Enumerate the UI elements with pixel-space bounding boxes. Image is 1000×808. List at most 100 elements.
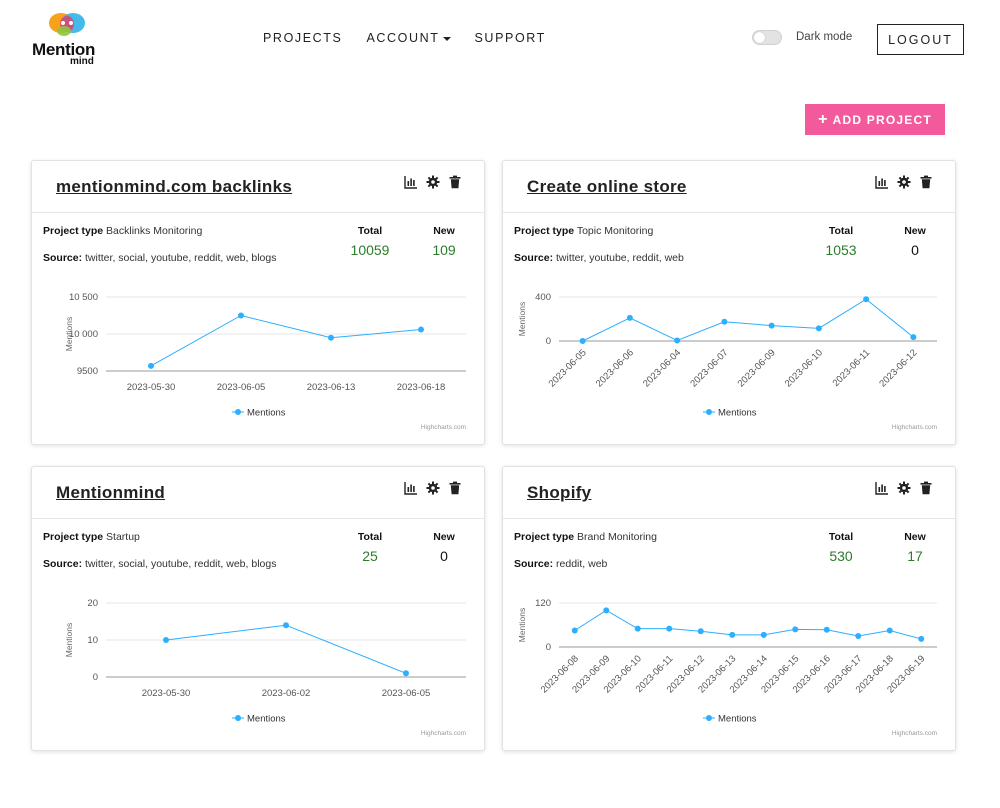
y-axis-title: Mentions: [517, 608, 527, 643]
series-line: [165, 624, 407, 674]
data-point: [863, 296, 870, 303]
mentions-chart: 10 500 10 000 9500 Mentions 2023-05-30 2023-0…: [32, 271, 486, 446]
project-info: Project type Brand Monitoring Source: re…: [514, 531, 657, 585]
delete-trash-icon[interactable]: [919, 481, 933, 495]
y-tick-label: 9500: [77, 366, 98, 377]
x-tick-label: 2023-06-18: [397, 382, 446, 393]
total-stat: Total 25: [348, 531, 392, 564]
card-header: Create online store: [503, 161, 955, 213]
legend-label: Mentions: [247, 714, 286, 725]
card-actions: [875, 175, 933, 189]
project-title-link[interactable]: mentionmind.com backlinks: [56, 177, 293, 196]
statistics-icon[interactable]: [875, 175, 889, 189]
logo-bubbles-icon: [49, 13, 85, 36]
settings-gear-icon[interactable]: [897, 481, 911, 495]
x-tick-label: 2023-06-04: [641, 347, 683, 389]
project-type-row: Project type Brand Monitoring: [514, 531, 657, 545]
nav-support[interactable]: SUPPORT: [474, 31, 546, 45]
brand-sub: mind: [70, 56, 94, 67]
card-actions: [875, 481, 933, 495]
new-value: 109: [432, 242, 456, 258]
total-value: 10059: [350, 242, 390, 258]
data-point: [760, 631, 767, 638]
statistics-icon[interactable]: [875, 481, 889, 495]
chart-credit: Highcharts.com: [892, 424, 937, 431]
project-title-link[interactable]: Create online store: [527, 177, 687, 196]
source-label: Source:: [514, 558, 554, 570]
card-header: mentionmind.com backlinks: [32, 161, 484, 213]
source-label: Source:: [43, 252, 83, 264]
project-type-value: Brand Monitoring: [577, 531, 657, 543]
settings-gear-icon[interactable]: [897, 175, 911, 189]
project-type-value: Topic Monitoring: [576, 225, 654, 237]
new-value: 0: [911, 242, 919, 258]
data-point: [634, 625, 641, 632]
total-stat: Total 10059: [348, 225, 392, 258]
legend-label: Mentions: [718, 714, 757, 725]
data-point: [579, 338, 586, 344]
project-type-value: Startup: [106, 531, 140, 543]
nav-account-label: ACCOUNT: [366, 31, 440, 45]
delete-trash-icon[interactable]: [448, 175, 462, 189]
project-title-link[interactable]: Shopify: [527, 483, 592, 502]
statistics-icon[interactable]: [404, 175, 418, 189]
card-actions: [404, 481, 462, 495]
y-tick-label: 10: [87, 635, 98, 646]
total-stat: Total 530: [819, 531, 863, 564]
delete-trash-icon[interactable]: [919, 175, 933, 189]
mentions-chart: 400 0 Mentions 2023-06-05 2023-06-06 2023-06-…: [503, 271, 957, 446]
source-label: Source:: [514, 252, 554, 264]
x-tick-label: 2023-06-07: [688, 347, 730, 389]
total-value: 1053: [825, 242, 857, 258]
nav-account[interactable]: ACCOUNT: [366, 31, 451, 45]
source-value: twitter, social, youtube, reddit, web, b…: [85, 558, 277, 570]
settings-gear-icon[interactable]: [426, 481, 440, 495]
settings-gear-icon[interactable]: [426, 175, 440, 189]
data-point: [792, 626, 799, 633]
caret-down-icon: [442, 36, 451, 41]
new-stat: New 109: [426, 225, 462, 258]
project-type-label: Project type: [514, 225, 575, 237]
y-tick-label: 0: [546, 336, 551, 347]
toggle-knob: [754, 32, 765, 43]
new-stat: New 0: [897, 225, 933, 258]
new-label: New: [433, 225, 455, 237]
y-tick-label: 10 500: [69, 292, 98, 303]
project-info: Project type Startup Source: twitter, so…: [43, 531, 276, 585]
statistics-icon[interactable]: [404, 481, 418, 495]
x-tick-label: 2023-05-30: [127, 382, 176, 393]
data-point: [403, 670, 409, 677]
new-stat: New 0: [426, 531, 462, 564]
total-value: 530: [829, 548, 853, 564]
total-label: Total: [828, 225, 854, 237]
dark-mode-toggle[interactable]: [752, 30, 782, 45]
source-row: Source: twitter, youtube, reddit, web: [514, 252, 684, 266]
series-line: [574, 609, 922, 640]
logout-button[interactable]: LOGOUT: [877, 24, 964, 55]
project-title-link[interactable]: Mentionmind: [56, 483, 166, 502]
x-tick-label: 2023-06-11: [831, 347, 873, 389]
source-row: Source: reddit, web: [514, 558, 657, 572]
plus-icon: +: [818, 110, 829, 128]
brand-logo[interactable]: Mention mind: [30, 10, 100, 68]
project-card: Mentionmind Project type Startup Source:…: [31, 466, 485, 751]
y-tick-label: 0: [546, 642, 551, 653]
x-tick-label: 2023-06-05: [547, 347, 589, 389]
source-row: Source: twitter, social, youtube, reddit…: [43, 558, 276, 572]
source-label: Source:: [43, 558, 83, 570]
total-value: 25: [362, 548, 378, 564]
data-point: [666, 625, 673, 632]
x-tick-label: 2023-05-30: [142, 688, 191, 699]
x-tick-label: 2023-06-09: [736, 347, 778, 389]
add-project-button[interactable]: + ADD PROJECT: [805, 104, 945, 135]
x-tick-label: 2023-06-10: [783, 347, 825, 389]
card-header: Mentionmind: [32, 467, 484, 519]
y-tick-label: 10 000: [69, 329, 98, 340]
legend-marker: [706, 409, 712, 415]
project-type-row: Project type Startup: [43, 531, 276, 545]
source-value: twitter, social, youtube, reddit, web, b…: [85, 252, 277, 264]
nav-projects[interactable]: PROJECTS: [263, 31, 343, 45]
data-point: [815, 325, 822, 332]
delete-trash-icon[interactable]: [448, 481, 462, 495]
